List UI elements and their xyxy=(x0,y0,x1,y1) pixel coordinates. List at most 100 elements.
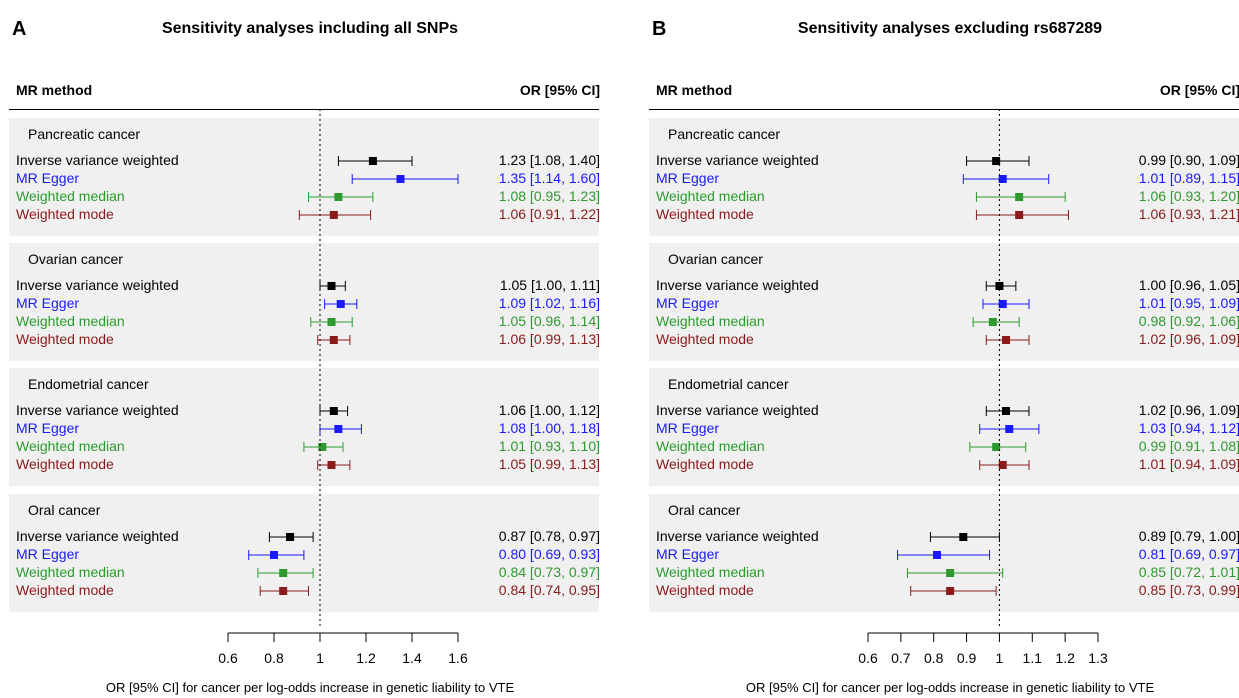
or-value-label: 1.01 [0.89, 1.15] xyxy=(1138,170,1239,186)
point-estimate-pancreatic-cancer-inverse-variance-weighted xyxy=(992,157,1001,165)
point-estimate-oral-cancer-weighted-mode xyxy=(279,587,288,595)
point-estimate-endometrial-cancer-weighted-mode xyxy=(327,461,336,469)
point-estimate-pancreatic-cancer-weighted-median xyxy=(334,193,343,201)
point-estimate-pancreatic-cancer-weighted-median xyxy=(1015,193,1024,201)
x-tick-label: 1.4 xyxy=(402,650,422,666)
group-title: Ovarian cancer xyxy=(28,251,123,267)
or-value-label: 1.03 [0.94, 1.12] xyxy=(1138,420,1239,436)
method-label: Inverse variance weighted xyxy=(16,528,179,544)
method-label: Weighted mode xyxy=(656,206,754,222)
x-tick-label: 0.6 xyxy=(218,650,238,666)
point-estimate-ovarian-cancer-mr-egger xyxy=(998,300,1007,308)
method-label: MR Egger xyxy=(656,546,720,562)
method-label: Weighted mode xyxy=(656,456,754,472)
or-value-label: 1.05 [0.99, 1.13] xyxy=(498,456,600,472)
or-value-label: 0.84 [0.74, 0.95] xyxy=(498,582,600,598)
point-estimate-endometrial-cancer-mr-egger xyxy=(1005,425,1014,433)
method-label: Weighted median xyxy=(656,438,765,454)
point-estimate-oral-cancer-inverse-variance-weighted xyxy=(959,533,968,541)
point-estimate-oral-cancer-weighted-mode xyxy=(946,587,955,595)
x-axis-label: OR [95% CI] for cancer per log-odds incr… xyxy=(745,680,1155,695)
point-estimate-endometrial-cancer-inverse-variance-weighted xyxy=(1002,407,1010,415)
group-title: Endometrial cancer xyxy=(668,376,789,392)
method-label: Weighted median xyxy=(16,188,125,204)
point-estimate-pancreatic-cancer-mr-egger xyxy=(998,175,1007,183)
forest-plot: 0.6 0.7 0.8 0.9 1 1.1 1.2 1.3 xyxy=(858,109,1108,666)
method-label: Inverse variance weighted xyxy=(656,152,819,168)
or-value-label: 1.02 [0.96, 1.09] xyxy=(1138,331,1239,347)
point-estimate-ovarian-cancer-weighted-mode xyxy=(1002,336,1010,344)
point-estimate-oral-cancer-mr-egger xyxy=(933,551,941,559)
method-label: Weighted mode xyxy=(656,582,754,598)
or-value-label: 1.06 [0.99, 1.13] xyxy=(498,331,600,347)
or-value-label: 1.06 [0.93, 1.21] xyxy=(1138,206,1239,222)
point-estimate-endometrial-cancer-inverse-variance-weighted xyxy=(329,407,338,415)
or-value-label: 1.01 [0.95, 1.09] xyxy=(1138,295,1239,311)
header-rule xyxy=(9,109,599,110)
point-estimate-ovarian-cancer-weighted-median xyxy=(327,318,336,326)
method-label: Weighted median xyxy=(656,188,765,204)
point-estimate-ovarian-cancer-mr-egger xyxy=(336,300,345,308)
method-label: MR Egger xyxy=(16,420,80,436)
or-value-label: 1.08 [0.95, 1.23] xyxy=(498,188,600,204)
point-estimate-oral-cancer-mr-egger xyxy=(270,551,278,559)
method-label: Weighted mode xyxy=(16,582,114,598)
point-estimate-endometrial-cancer-weighted-median xyxy=(318,443,327,451)
point-estimate-ovarian-cancer-weighted-mode xyxy=(329,336,338,344)
method-label: Weighted mode xyxy=(16,456,114,472)
method-label: MR Egger xyxy=(16,170,80,186)
method-label: MR Egger xyxy=(16,295,80,311)
or-value-label: 0.80 [0.69, 0.93] xyxy=(498,546,600,562)
x-tick-label: 1.3 xyxy=(1088,650,1108,666)
point-estimate-oral-cancer-weighted-median xyxy=(946,569,955,577)
group-band xyxy=(649,118,1239,236)
point-estimate-ovarian-cancer-weighted-median xyxy=(988,318,997,326)
method-label: MR Egger xyxy=(656,420,720,436)
or-value-label: 1.06 [1.00, 1.12] xyxy=(498,402,600,418)
or-value-label: 0.81 [0.69, 0.97] xyxy=(1138,546,1239,562)
header-method: MR method xyxy=(656,82,733,98)
or-value-label: 1.05 [1.00, 1.11] xyxy=(499,277,600,293)
or-value-label: 1.00 [0.96, 1.05] xyxy=(1138,277,1239,293)
or-value-label: 1.01 [0.94, 1.09] xyxy=(1138,456,1239,472)
header-method: MR method xyxy=(16,82,93,98)
group-band xyxy=(9,118,599,236)
point-estimate-endometrial-cancer-weighted-median xyxy=(992,443,1001,451)
method-label: Inverse variance weighted xyxy=(656,528,819,544)
x-tick-label: 1.1 xyxy=(1023,650,1043,666)
point-estimate-pancreatic-cancer-weighted-mode xyxy=(1015,211,1024,219)
or-value-label: 0.87 [0.78, 0.97] xyxy=(498,528,600,544)
method-label: MR Egger xyxy=(656,170,720,186)
x-tick-label: 1.6 xyxy=(448,650,468,666)
panel-b: B Sensitivity analyses excluding rs68728… xyxy=(640,0,1239,698)
method-label: Weighted median xyxy=(656,313,765,329)
point-estimate-oral-cancer-inverse-variance-weighted xyxy=(286,533,295,541)
or-value-label: 1.05 [0.96, 1.14] xyxy=(498,313,600,329)
group-title: Ovarian cancer xyxy=(668,251,763,267)
group-title: Endometrial cancer xyxy=(28,376,149,392)
method-label: MR Egger xyxy=(16,546,80,562)
x-tick-label: 1.2 xyxy=(1055,650,1075,666)
group-band xyxy=(9,368,599,486)
method-label: Weighted mode xyxy=(16,331,114,347)
point-estimate-endometrial-cancer-weighted-mode xyxy=(998,461,1007,469)
group-title: Pancreatic cancer xyxy=(28,126,141,142)
method-label: Inverse variance weighted xyxy=(16,277,179,293)
method-label: Weighted median xyxy=(16,438,125,454)
point-estimate-ovarian-cancer-inverse-variance-weighted xyxy=(327,282,336,290)
forest-plot: 0.6 0.8 1 1.2 1.4 1.6 xyxy=(218,109,468,666)
group-band xyxy=(649,494,1239,612)
panel-letter: B xyxy=(652,18,667,40)
x-tick-label: 1.2 xyxy=(356,650,376,666)
group-title: Oral cancer xyxy=(28,502,101,518)
panel-a: A Sensitivity analyses including all SNP… xyxy=(9,18,600,695)
or-value-label: 0.85 [0.72, 1.01] xyxy=(1138,564,1239,580)
method-label: Weighted median xyxy=(16,564,125,580)
method-label: Weighted median xyxy=(656,564,765,580)
group-band xyxy=(649,368,1239,486)
or-value-label: 1.23 [1.08, 1.40] xyxy=(498,152,600,168)
method-label: Weighted mode xyxy=(16,206,114,222)
method-label: Weighted mode xyxy=(656,331,754,347)
or-value-label: 1.09 [1.02, 1.16] xyxy=(498,295,600,311)
or-value-label: 1.08 [1.00, 1.18] xyxy=(498,420,600,436)
